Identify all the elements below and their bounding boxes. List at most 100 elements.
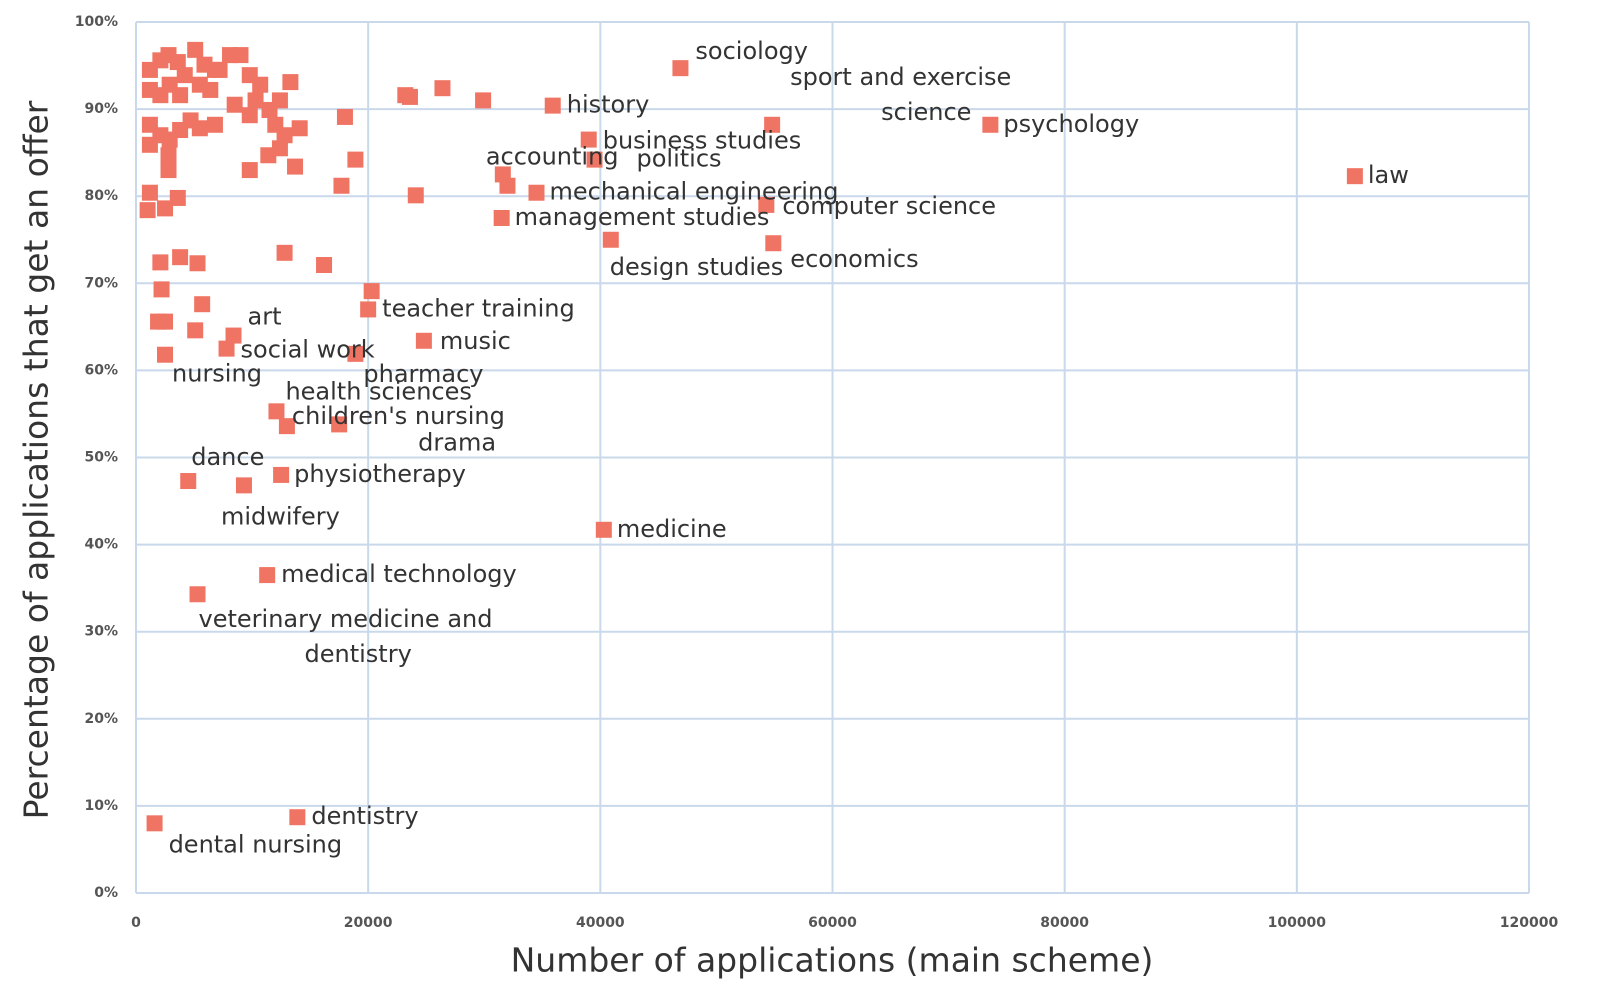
y-tick-label: 70% (84, 275, 118, 291)
point-label: history (567, 91, 650, 119)
y-axis-title: Percentage of applications that get an o… (17, 100, 56, 819)
x-tick-label: 40000 (576, 915, 625, 931)
point (146, 815, 163, 832)
point (289, 809, 306, 826)
point (172, 87, 189, 104)
point (252, 76, 269, 93)
point (1346, 168, 1363, 185)
point-label: social work (241, 336, 375, 364)
point (764, 116, 781, 133)
point (586, 151, 603, 168)
point (211, 61, 228, 78)
point (194, 296, 211, 313)
point (160, 147, 177, 164)
point (407, 187, 424, 204)
point (360, 301, 377, 318)
point-label: dental nursing (169, 830, 343, 858)
point (141, 136, 158, 153)
y-tick-label: 10% (84, 798, 118, 814)
point (347, 345, 364, 362)
point-label: pharmacy (363, 360, 483, 388)
point (499, 177, 516, 194)
point (333, 177, 350, 194)
point (153, 281, 170, 298)
point (232, 47, 249, 64)
point (187, 41, 204, 58)
y-tick-label: 20% (84, 711, 118, 727)
point (672, 60, 689, 77)
point-label: design studies (610, 253, 784, 281)
point-label: law (1368, 161, 1409, 189)
point (191, 120, 208, 137)
point-label: business studies (603, 127, 802, 155)
point (189, 255, 206, 272)
point (276, 244, 293, 261)
point (268, 403, 285, 420)
point-label: medicine (617, 515, 727, 543)
point-label: accounting (486, 142, 619, 170)
point (316, 257, 333, 274)
point (157, 313, 174, 330)
point-label: dance (191, 443, 264, 471)
point-label: drama (418, 428, 496, 456)
point (206, 116, 223, 133)
point (475, 92, 492, 109)
point (141, 184, 158, 201)
point-label: teacher training (382, 294, 575, 322)
point (982, 116, 999, 133)
point (225, 327, 242, 344)
point (189, 586, 206, 603)
point-label: nursing (172, 360, 262, 388)
x-tick-label: 60000 (808, 915, 857, 931)
point (160, 162, 177, 179)
point (493, 209, 510, 226)
y-tick-label: 100% (75, 14, 118, 30)
point (282, 74, 299, 91)
point (401, 88, 418, 105)
x-tick-label: 100000 (1268, 915, 1327, 931)
point (276, 127, 293, 144)
point (157, 200, 174, 217)
point (434, 80, 451, 97)
point (187, 322, 204, 339)
point (157, 346, 174, 363)
x-tick-label: 20000 (344, 915, 393, 931)
point (235, 477, 252, 494)
point (287, 158, 304, 175)
point-label: politics (637, 145, 722, 173)
point-label: dentistry (311, 802, 418, 830)
point (152, 254, 169, 271)
x-axis-title: Number of applications (main scheme) (511, 941, 1154, 980)
point (331, 416, 348, 433)
y-tick-label: 30% (84, 624, 118, 640)
point-label: sport and exercise science (790, 63, 1011, 126)
y-tick-label: 60% (84, 362, 118, 378)
point-label: medical technology (281, 560, 517, 588)
point (218, 340, 235, 357)
point-label: music (440, 327, 511, 355)
point (291, 120, 308, 137)
x-tick-label: 0 (131, 915, 141, 931)
y-tick-label: 50% (84, 450, 118, 466)
point-label: management studies (515, 203, 770, 231)
point (347, 151, 364, 168)
point-label: physiotherapy (294, 460, 466, 488)
point (271, 140, 288, 157)
point-label: mechanical engineering (549, 178, 838, 206)
x-tick-label: 80000 (1040, 915, 1089, 931)
point-label: computer science (782, 192, 996, 220)
point (180, 473, 197, 490)
point-label: psychology (1003, 110, 1139, 138)
point (139, 202, 156, 219)
point-label: midwifery (221, 502, 340, 530)
point (176, 67, 193, 84)
point (169, 189, 186, 206)
point (528, 184, 545, 201)
point (172, 249, 189, 266)
x-tick-label: 120000 (1500, 915, 1559, 931)
point (202, 81, 219, 98)
point (278, 418, 295, 435)
point (241, 162, 258, 179)
point (336, 108, 353, 125)
